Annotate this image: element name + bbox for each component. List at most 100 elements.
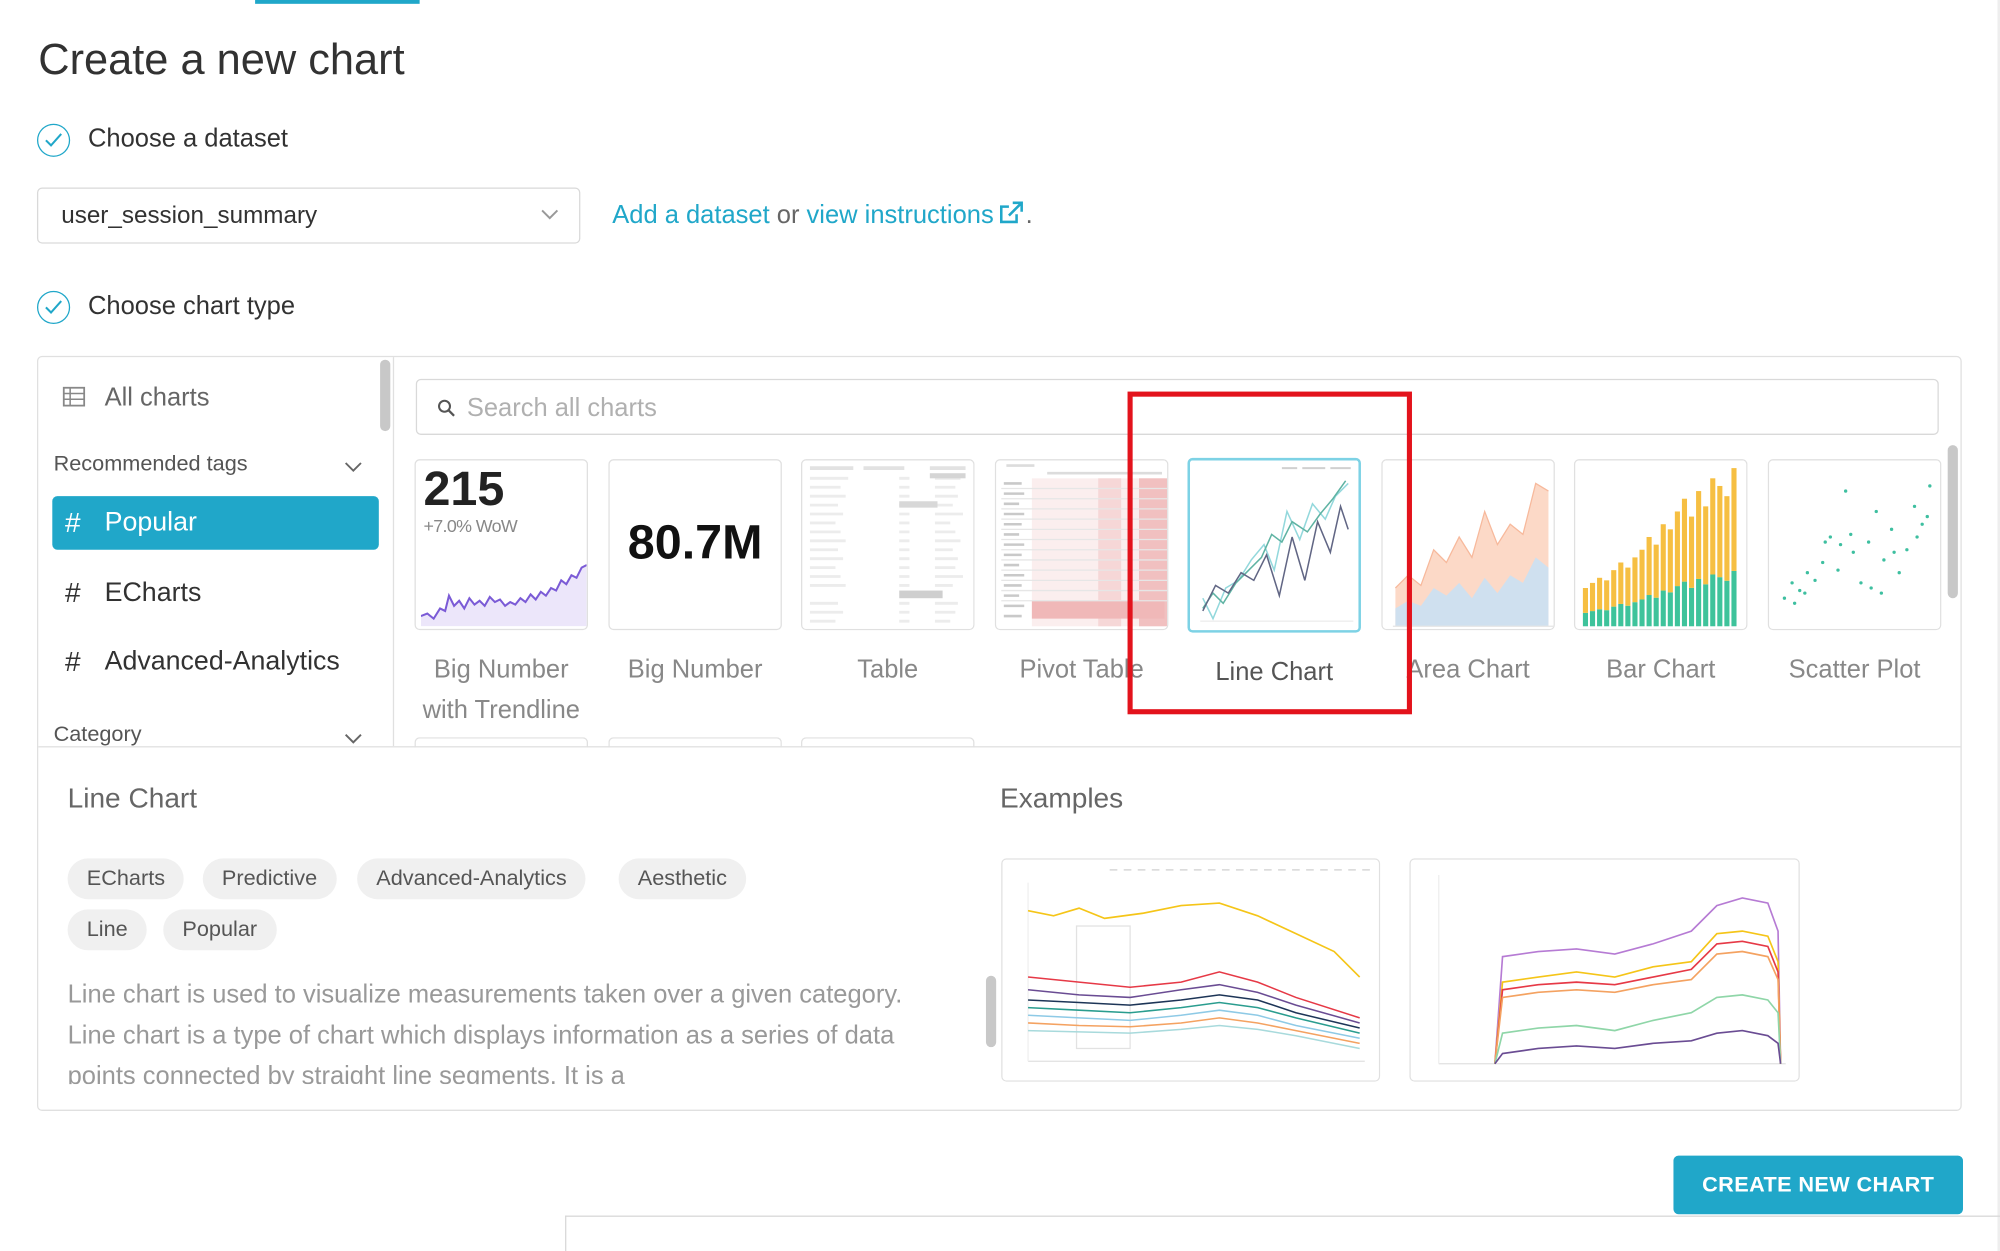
hash-icon: # bbox=[65, 576, 81, 609]
chart-thumb-partial[interactable] bbox=[801, 737, 975, 748]
chart-caption-big-number-trendline[interactable]: Big Number with Trendline bbox=[399, 649, 603, 731]
chart-thumb-table[interactable] bbox=[801, 459, 975, 631]
selected-chart-title: Line Chart bbox=[67, 781, 198, 814]
description-scrollbar[interactable] bbox=[985, 975, 997, 1048]
footer-divider bbox=[565, 1215, 2000, 1217]
sidebar-item-all-charts[interactable]: All charts bbox=[104, 383, 210, 412]
chart-thumb-scatter-plot[interactable] bbox=[1767, 459, 1942, 631]
chart-tag: Line bbox=[67, 909, 147, 951]
chart-tag: Predictive bbox=[202, 858, 337, 900]
chart-thumb-big-number-trendline[interactable]: 215 +7.0% WoW bbox=[414, 459, 589, 631]
bar-segment bbox=[1604, 610, 1610, 627]
bar-segment bbox=[1696, 578, 1702, 627]
chart-tag: Aesthetic bbox=[618, 858, 747, 900]
bar-segment bbox=[1582, 612, 1588, 627]
bar-segment bbox=[1639, 599, 1645, 627]
example-line-chart-graphic bbox=[1410, 859, 1799, 1081]
recommended-tags-header[interactable]: Recommended tags bbox=[53, 451, 248, 476]
bar-segment bbox=[1618, 562, 1624, 604]
sidebar-scrollbar[interactable] bbox=[380, 359, 391, 432]
example-image-1[interactable] bbox=[1001, 858, 1381, 1082]
bar-segment bbox=[1611, 570, 1617, 607]
dataset-select[interactable]: user_session_summary bbox=[36, 187, 581, 244]
sidebar-item-echarts[interactable]: # ECharts bbox=[52, 566, 379, 620]
search-icon bbox=[438, 399, 455, 417]
bar-segment bbox=[1611, 606, 1617, 627]
table-graphic bbox=[802, 460, 974, 629]
chevron-down-icon[interactable] bbox=[344, 462, 362, 473]
sidebar-item-popular[interactable]: # Popular bbox=[52, 496, 379, 550]
chart-type-chooser bbox=[36, 355, 1962, 1111]
sidebar-item-label: Advanced-Analytics bbox=[104, 646, 340, 677]
chart-caption-area-chart[interactable]: Area Chart bbox=[1406, 655, 1530, 684]
bar-segment bbox=[1667, 529, 1673, 593]
bar-segment bbox=[1717, 485, 1723, 578]
bar-segment bbox=[1660, 590, 1666, 627]
or-text: or bbox=[769, 201, 807, 230]
view-instructions-link[interactable]: view instructions bbox=[807, 202, 1026, 230]
bar-segment bbox=[1710, 478, 1716, 575]
create-new-chart-button[interactable]: CREATE NEW CHART bbox=[1673, 1155, 1963, 1215]
chevron-down-icon[interactable] bbox=[344, 733, 362, 744]
table-icon bbox=[62, 386, 86, 407]
scatter-plot-graphic bbox=[1769, 460, 1941, 629]
chart-thumb-bar-chart[interactable] bbox=[1573, 459, 1748, 631]
bar-segment bbox=[1724, 496, 1730, 581]
check-circle-icon bbox=[36, 290, 71, 324]
bar-chart-graphic bbox=[1575, 460, 1747, 629]
sidebar-item-advanced-analytics[interactable]: # Advanced-Analytics bbox=[52, 635, 379, 689]
chart-caption-scatter-plot[interactable]: Scatter Plot bbox=[1788, 655, 1921, 684]
thumb-delta: +7.0% WoW bbox=[423, 515, 518, 536]
sidebar-item-label: Popular bbox=[104, 507, 197, 537]
line-chart-graphic bbox=[1190, 460, 1359, 631]
example-image-2[interactable] bbox=[1409, 858, 1800, 1082]
caption-line-2: with Trendline bbox=[422, 696, 580, 725]
bar-segment bbox=[1625, 567, 1631, 606]
chart-description: Line chart is used to visualize measurem… bbox=[67, 980, 903, 1085]
examples-title: Examples bbox=[999, 781, 1124, 814]
chart-search-input[interactable]: Search all charts bbox=[415, 378, 1939, 435]
sidebar-divider bbox=[392, 357, 395, 747]
period-text: . bbox=[1025, 201, 1033, 230]
chart-thumb-big-number[interactable]: 80.7M bbox=[608, 459, 782, 631]
bar-segment bbox=[1597, 577, 1603, 610]
external-link-icon bbox=[1000, 201, 1024, 224]
chart-thumb-pivot-table[interactable] bbox=[994, 459, 1169, 631]
chart-caption-big-number[interactable]: Big Number bbox=[627, 655, 763, 684]
check-circle-icon bbox=[36, 123, 71, 157]
example-line-chart-graphic bbox=[1002, 859, 1379, 1081]
caption-line-1: Big Number bbox=[433, 655, 569, 684]
bar-segment bbox=[1597, 609, 1603, 627]
bar-segment bbox=[1688, 516, 1695, 588]
bar-segment bbox=[1589, 582, 1596, 612]
chart-thumb-partial[interactable] bbox=[608, 737, 782, 748]
bar-segment bbox=[1717, 577, 1723, 627]
chart-caption-bar-chart[interactable]: Bar Chart bbox=[1606, 655, 1716, 684]
hash-icon: # bbox=[65, 645, 81, 678]
chart-caption-table[interactable]: Table bbox=[857, 655, 919, 684]
chart-thumb-partial[interactable] bbox=[414, 737, 589, 748]
bar-segment bbox=[1688, 587, 1695, 627]
bar-segment bbox=[1681, 498, 1688, 582]
bar-segment bbox=[1625, 605, 1631, 627]
chart-caption-line-chart[interactable]: Line Chart bbox=[1215, 658, 1334, 687]
thumb-big-value: 215 bbox=[423, 463, 505, 517]
category-header[interactable]: Category bbox=[53, 721, 142, 747]
chart-caption-pivot-table[interactable]: Pivot Table bbox=[1019, 655, 1144, 684]
thumb-big-value: 80.7M bbox=[627, 516, 763, 571]
bar-segment bbox=[1710, 574, 1716, 627]
chart-thumb-line-chart[interactable] bbox=[1187, 457, 1361, 633]
bar-segment bbox=[1674, 586, 1680, 627]
bar-segment bbox=[1632, 602, 1638, 627]
bar-segment bbox=[1639, 549, 1645, 600]
trendline-graphic bbox=[420, 564, 587, 627]
bar-segment bbox=[1674, 511, 1680, 587]
bar-segment bbox=[1632, 557, 1638, 603]
add-dataset-link[interactable]: Add a dataset bbox=[612, 201, 770, 230]
bar-segment bbox=[1653, 544, 1659, 598]
gallery-scrollbar[interactable] bbox=[1947, 445, 1958, 599]
active-tab-indicator bbox=[255, 0, 420, 4]
bar-segment bbox=[1703, 506, 1709, 585]
bar-segment bbox=[1604, 580, 1610, 611]
dataset-select-value: user_session_summary bbox=[61, 202, 318, 230]
